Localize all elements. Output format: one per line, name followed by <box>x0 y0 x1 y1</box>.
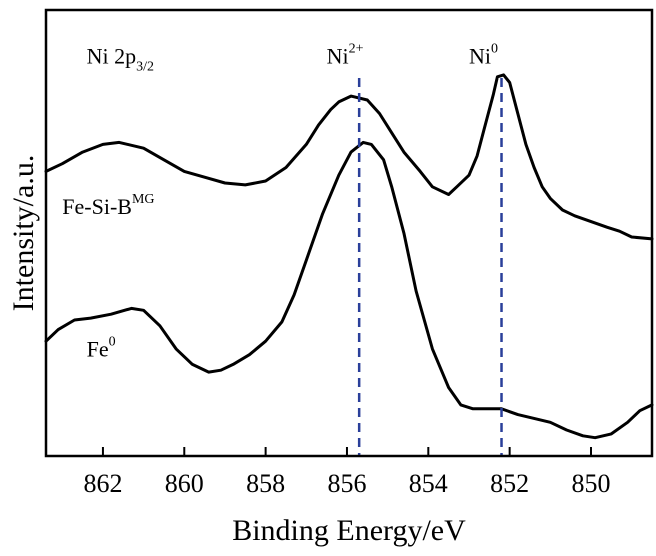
annotation-fe0-base: Fe <box>87 337 109 362</box>
annotation-ni0-sup: 0 <box>491 41 498 56</box>
annotation-ni2plus-base: Ni <box>327 43 349 68</box>
x-tick-label: 858 <box>246 469 285 498</box>
series-line-fe0 <box>44 140 654 440</box>
annotation-ni2p32-sub: 3/2 <box>136 59 154 74</box>
annotation-ni0-base: Ni <box>469 43 491 68</box>
x-tick-label: 854 <box>409 469 448 498</box>
annotation-ni2plus-sup: 2+ <box>349 41 364 56</box>
annotation-fe-si-b-mg: Fe-Si-BMG <box>62 192 154 219</box>
annotation-fe0: Fe0 <box>87 335 116 362</box>
annotation-fe-si-b-sup: MG <box>132 192 155 207</box>
annotation-ni2p32-base: Ni 2p <box>87 43 137 68</box>
series-layer <box>44 73 654 440</box>
y-axis-title: Intensity/a.u. <box>7 155 40 312</box>
annotation-ni2p32: Ni 2p3/2 <box>87 43 154 74</box>
x-ticks: 862 860 858 856 854 852 850 <box>83 447 610 498</box>
annotation-ni0: Ni0 <box>469 41 498 68</box>
x-tick-label: 856 <box>327 469 366 498</box>
annotation-fe-si-b-base: Fe-Si-B <box>62 194 132 219</box>
plot-frame <box>44 8 654 458</box>
x-tick-label: 850 <box>571 469 610 498</box>
x-axis-title: Binding Energy/eV <box>232 514 466 547</box>
x-tick-label: 862 <box>83 469 122 498</box>
series-line-fesib <box>44 73 654 241</box>
reference-lines <box>357 78 503 456</box>
x-tick-label: 852 <box>490 469 529 498</box>
annotation-fe0-sup: 0 <box>109 335 116 350</box>
annotation-ni2plus: Ni2+ <box>327 41 364 68</box>
x-tick-label: 860 <box>165 469 204 498</box>
